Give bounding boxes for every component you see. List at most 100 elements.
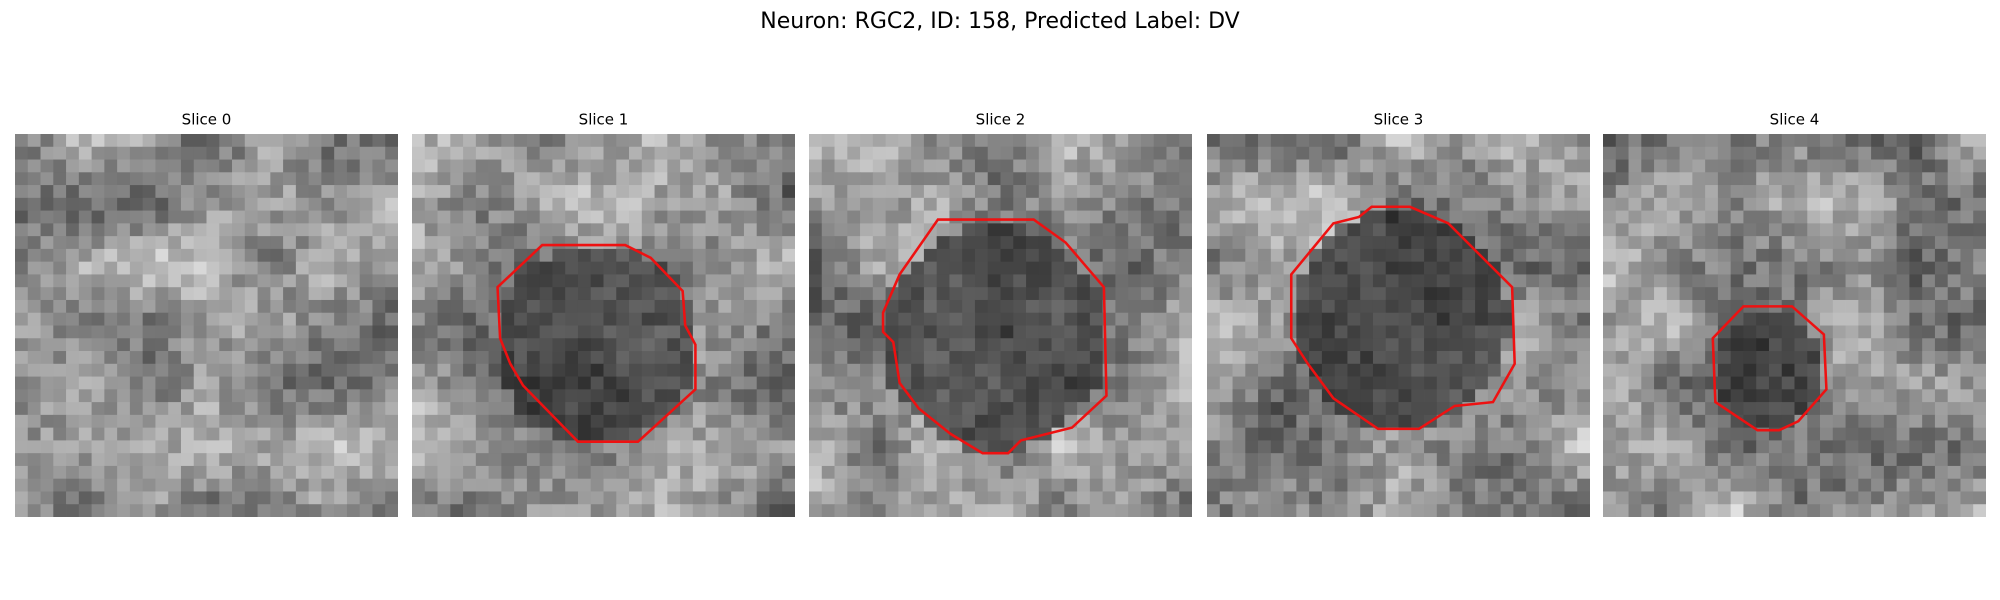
pixel bbox=[488, 351, 502, 365]
pixel bbox=[1922, 287, 1936, 301]
pixel bbox=[1666, 363, 1680, 377]
pixel bbox=[321, 210, 335, 224]
pixel bbox=[1756, 248, 1770, 263]
pixel bbox=[1832, 299, 1846, 314]
pixel bbox=[1270, 376, 1284, 390]
pixel bbox=[1449, 440, 1463, 454]
pixel bbox=[1781, 453, 1795, 467]
pixel bbox=[385, 402, 398, 416]
pixel bbox=[974, 299, 989, 314]
pixel bbox=[616, 172, 630, 186]
pixel bbox=[488, 453, 502, 467]
pixel bbox=[641, 185, 655, 199]
pixel bbox=[1449, 312, 1463, 326]
pixel bbox=[219, 287, 233, 301]
pixel bbox=[450, 312, 464, 326]
pixel bbox=[1794, 453, 1808, 467]
pixel bbox=[15, 146, 29, 160]
pixel bbox=[1283, 376, 1297, 390]
pixel bbox=[769, 491, 783, 505]
pixel bbox=[155, 376, 169, 390]
pixel bbox=[168, 261, 182, 275]
pixel bbox=[1871, 427, 1885, 441]
pixel bbox=[1564, 491, 1578, 505]
pixel bbox=[219, 325, 233, 339]
pixel bbox=[1654, 134, 1668, 148]
pixel bbox=[872, 210, 886, 224]
pixel bbox=[1038, 376, 1052, 390]
pixel bbox=[104, 134, 118, 148]
pixel bbox=[1000, 414, 1014, 429]
pixel bbox=[1128, 312, 1142, 326]
pixel bbox=[206, 389, 220, 403]
pixel bbox=[1115, 274, 1129, 288]
pixel bbox=[962, 223, 976, 237]
pixel bbox=[1513, 402, 1527, 416]
pixel bbox=[1832, 478, 1846, 492]
pixel bbox=[1245, 465, 1259, 480]
pixel bbox=[1283, 236, 1297, 250]
pixel bbox=[1871, 197, 1885, 211]
pixel bbox=[1038, 351, 1052, 365]
pixel bbox=[1871, 261, 1885, 275]
pixel bbox=[257, 299, 271, 314]
pixel bbox=[78, 287, 92, 301]
pixel bbox=[1551, 223, 1565, 237]
pixel bbox=[1245, 185, 1259, 199]
pixel bbox=[437, 159, 451, 173]
pixel bbox=[1296, 325, 1310, 339]
pixel bbox=[834, 351, 848, 365]
pixel bbox=[155, 261, 169, 275]
pixel bbox=[1321, 325, 1336, 339]
pixel bbox=[1245, 312, 1259, 326]
pixel bbox=[1321, 312, 1336, 326]
pixel bbox=[385, 172, 398, 186]
pixel bbox=[117, 197, 131, 211]
pixel bbox=[1487, 363, 1502, 377]
pixel bbox=[1038, 197, 1052, 211]
pixel bbox=[117, 389, 131, 403]
pixel bbox=[590, 223, 604, 237]
pixel bbox=[1128, 261, 1142, 275]
pixel bbox=[168, 478, 182, 492]
pixel bbox=[782, 236, 795, 250]
pixel bbox=[501, 274, 515, 288]
pixel bbox=[488, 172, 502, 186]
pixel bbox=[1743, 465, 1757, 480]
pixel bbox=[1615, 274, 1629, 288]
pixel bbox=[987, 223, 1001, 237]
pixel bbox=[104, 261, 118, 275]
pixel bbox=[731, 312, 745, 326]
pixel bbox=[1641, 248, 1655, 263]
pixel bbox=[603, 465, 617, 480]
pixel bbox=[514, 287, 528, 301]
pixel bbox=[756, 299, 770, 314]
pixel bbox=[270, 248, 284, 263]
pixel bbox=[1666, 197, 1680, 211]
pixel bbox=[1628, 172, 1642, 186]
pixel bbox=[1577, 427, 1590, 441]
pixel bbox=[437, 248, 451, 263]
pixel bbox=[1705, 287, 1719, 301]
pixel bbox=[1845, 440, 1859, 454]
pixel bbox=[1372, 363, 1387, 377]
pixel bbox=[463, 210, 477, 224]
pixel bbox=[450, 236, 464, 250]
pixel bbox=[1500, 504, 1514, 517]
pixel bbox=[1922, 338, 1936, 352]
pixel bbox=[1013, 427, 1027, 441]
pixel bbox=[743, 389, 758, 403]
pixel bbox=[1309, 261, 1323, 275]
pixel bbox=[769, 478, 783, 492]
pixel bbox=[1179, 376, 1192, 390]
pixel bbox=[987, 491, 1001, 505]
pixel bbox=[923, 172, 938, 186]
pixel bbox=[987, 465, 1001, 480]
pixel bbox=[1487, 325, 1502, 339]
pixel bbox=[1219, 312, 1233, 326]
pixel bbox=[577, 236, 592, 250]
pixel bbox=[1871, 172, 1885, 186]
pixel bbox=[923, 491, 938, 505]
pixel bbox=[1692, 440, 1706, 454]
pixel bbox=[1398, 197, 1412, 211]
